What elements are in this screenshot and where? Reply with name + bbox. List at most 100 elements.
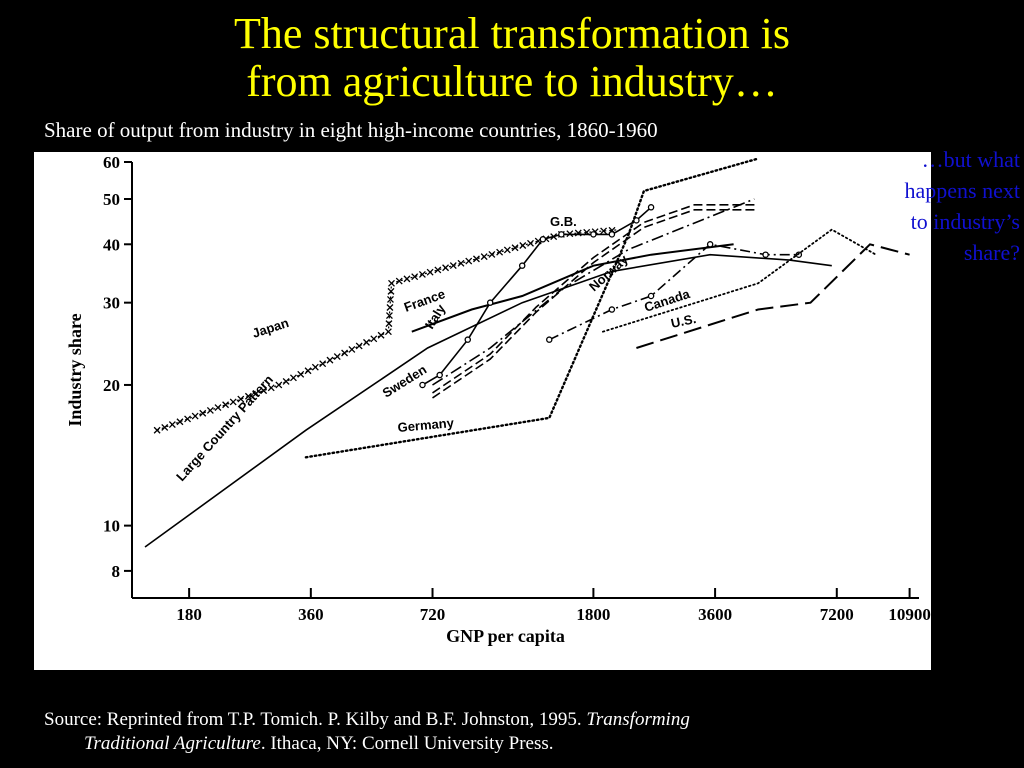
data-point-japan [363, 338, 370, 346]
data-point-japan [488, 250, 496, 258]
source-line1: Source: Reprinted from T.P. Tomich. P. K… [44, 708, 1004, 732]
data-point-japan [289, 374, 297, 382]
data-point-japan [191, 412, 199, 420]
data-point-japan [527, 239, 534, 247]
data-point-japan [184, 415, 192, 423]
data-point-g-b [590, 231, 597, 238]
y-tick-label: 10 [103, 517, 120, 536]
data-point-g-b [464, 336, 472, 343]
series-line-sweden [432, 209, 759, 399]
x-tick-label: 720 [420, 605, 446, 624]
series-line-france [411, 243, 734, 333]
data-point-g-b [436, 371, 443, 379]
source-suffix: . Ithaca, NY: Cornell University Press. [260, 733, 554, 754]
x-tick-label: 10900 [888, 605, 931, 624]
series-line-germany [304, 157, 760, 459]
data-point-japan [496, 248, 504, 256]
data-point-japan [168, 421, 176, 429]
data-point-g-b [539, 236, 547, 243]
x-tick-label: 3600 [698, 605, 732, 624]
data-point-norway [647, 292, 655, 300]
slide-title: The structural transformation is from ag… [0, 10, 1024, 106]
series-line-japan [156, 229, 621, 431]
series-line-u-s [636, 243, 910, 349]
data-point-japan [519, 242, 527, 249]
data-point-japan [297, 370, 305, 378]
data-point-japan [434, 266, 442, 274]
y-tick-label: 40 [103, 235, 120, 254]
data-point-japan [304, 367, 312, 375]
data-point-japan [600, 227, 608, 235]
industry-share-chart: 8 10 20 30 40 50 60 180 360 720 1800 3600 7200 10900 G… [65, 153, 931, 646]
data-point-japan [199, 409, 207, 417]
data-point-japan [387, 295, 394, 303]
data-point-japan [411, 273, 419, 281]
data-point-japan [252, 389, 260, 397]
data-point-japan [426, 268, 434, 276]
x-axis-title: GNP per capita [446, 626, 565, 646]
data-point-norway [608, 306, 616, 313]
data-point-japan [442, 264, 450, 272]
data-point-japan [386, 304, 394, 311]
series-label-japan: Japan [250, 315, 290, 341]
series-label-large-country-pattern: Large Country Pattern [173, 372, 276, 484]
y-tick-label: 20 [103, 376, 120, 395]
y-tick-label: 8 [112, 562, 121, 581]
series-label-sweden: Sweden [380, 362, 430, 401]
series-line-sweden [432, 204, 759, 394]
source-line2: Traditional Agriculture. Ithaca, NY: Cor… [44, 732, 1004, 756]
data-point-g-b [518, 262, 526, 269]
y-tick-label: 60 [103, 153, 120, 172]
series-label-canada: Canada [642, 286, 692, 315]
y-axis-title: Industry share [65, 313, 85, 426]
data-point-japan [503, 246, 511, 254]
slide-title-line2: from agriculture to industry… [246, 57, 778, 106]
data-point-japan [388, 279, 395, 287]
data-point-japan [387, 287, 395, 295]
series-line-large-country-pattern [144, 253, 832, 548]
data-point-norway [706, 241, 714, 248]
series-line-g-b [422, 206, 652, 386]
data-point-japan [395, 277, 403, 285]
data-point-g-b [486, 299, 494, 306]
source-book-title-part1: Transforming [586, 709, 690, 730]
data-point-japan [348, 345, 356, 353]
source-prefix: Source: Reprinted from T.P. Tomich. P. K… [44, 709, 587, 730]
y-tick-label: 50 [103, 190, 120, 209]
y-tick-label: 30 [103, 294, 120, 313]
data-point-japan [457, 259, 465, 267]
data-point-g-b [647, 204, 655, 211]
series-label-g-b: G.B. [550, 214, 577, 229]
data-point-japan [153, 426, 161, 434]
data-point-japan [377, 331, 385, 339]
data-point-japan [214, 404, 222, 412]
data-point-japan [267, 384, 275, 392]
data-point-japan [449, 262, 457, 269]
data-point-japan [480, 253, 488, 261]
data-point-japan [403, 275, 411, 283]
source-citation: Source: Reprinted from T.P. Tomich. P. K… [44, 708, 1004, 756]
data-point-japan [370, 335, 378, 343]
source-book-title-part2: Traditional Agriculture [84, 733, 261, 754]
chart-panel: 8 10 20 30 40 50 60 180 360 720 1800 3600 7200 10900 G… [34, 152, 931, 670]
x-tick-label: 7200 [820, 605, 854, 624]
data-point-norway [762, 251, 769, 258]
data-point-japan [511, 244, 519, 252]
chart-subtitle: Share of output from industry in eight h… [44, 118, 658, 142]
data-point-japan [341, 349, 349, 357]
data-point-g-b [608, 231, 616, 238]
data-point-japan [275, 381, 283, 389]
data-point-japan [176, 418, 184, 426]
data-point-japan [206, 406, 214, 414]
x-tick-label: 1800 [576, 605, 610, 624]
data-point-japan [472, 255, 480, 263]
data-point-japan [222, 401, 230, 409]
slide-title-line1: The structural transformation is [234, 9, 790, 58]
series-line-canada [602, 228, 877, 333]
data-point-japan [244, 392, 252, 400]
data-point-japan [385, 320, 393, 328]
series-label-germany: Germany [397, 415, 455, 435]
data-point-japan [418, 270, 426, 278]
data-point-japan [260, 387, 268, 395]
data-point-g-b [558, 231, 565, 238]
